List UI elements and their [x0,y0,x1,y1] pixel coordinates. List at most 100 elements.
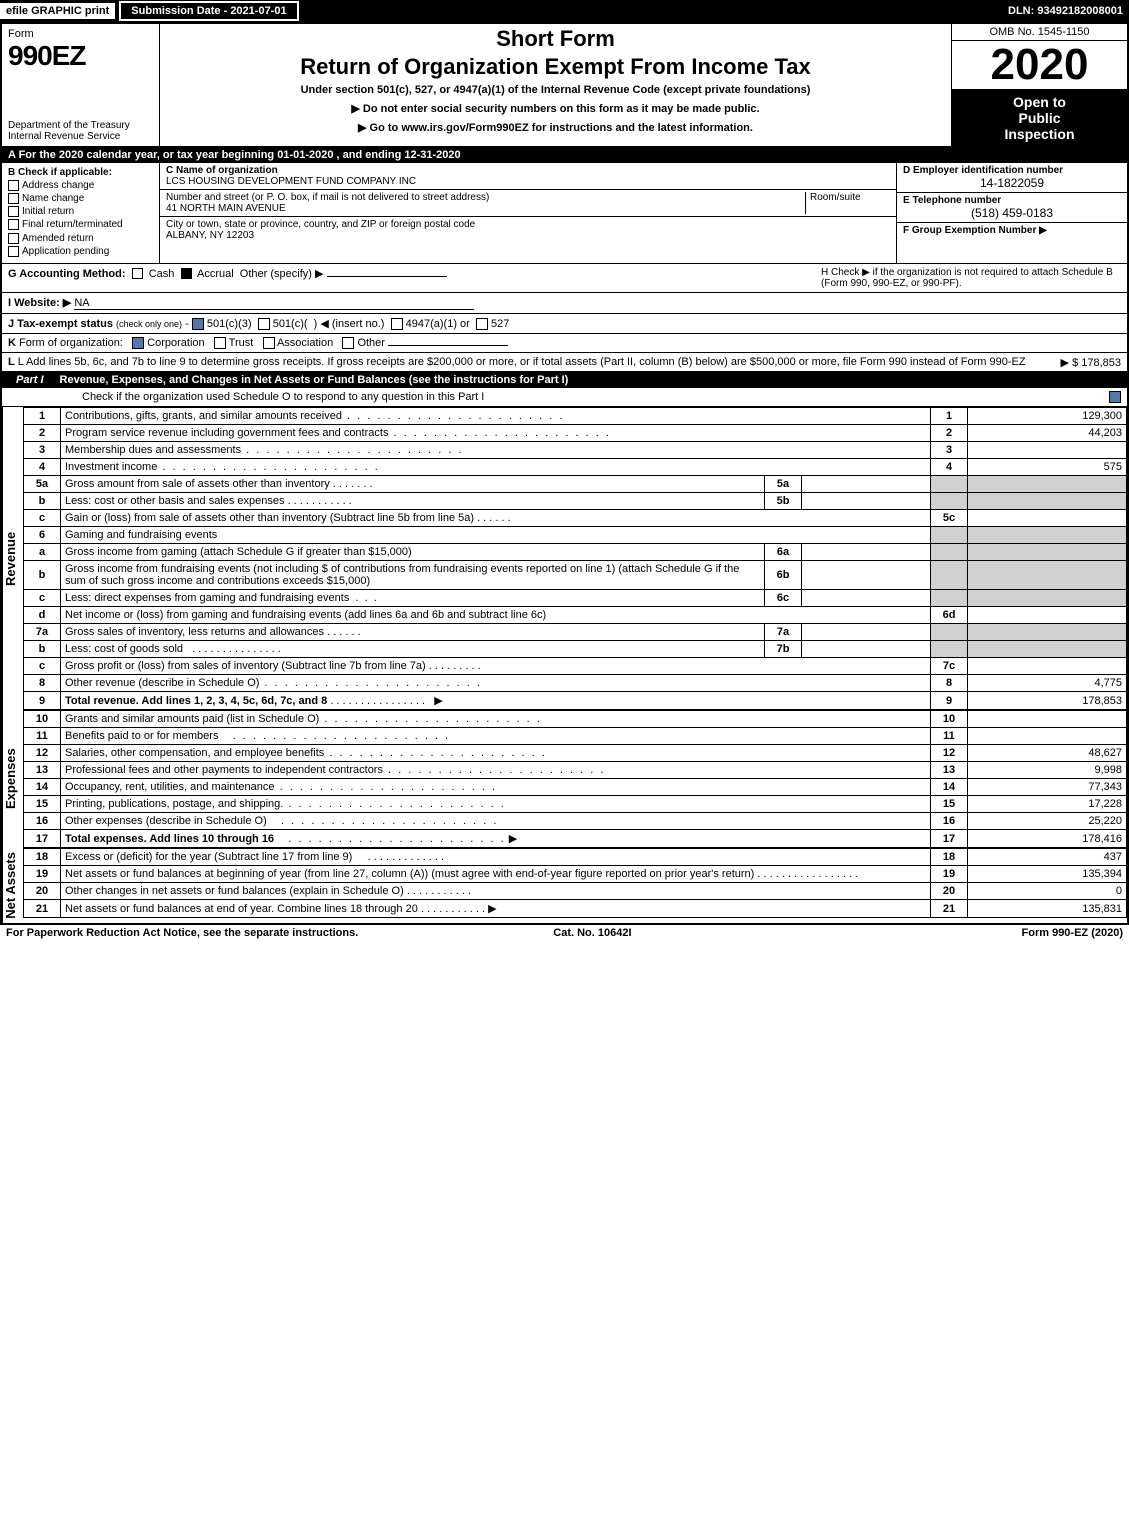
line-16-val: 25,220 [968,813,1127,830]
chk-name-change[interactable] [8,193,19,204]
dept-treasury: Department of the Treasury Internal Reve… [8,120,153,142]
line-1-rnum: 1 [931,408,968,425]
line-7c-val [968,658,1127,675]
line-19-val: 135,394 [968,866,1127,883]
line-7b-mval [802,641,931,658]
l-amount: ▶ $ 178,853 [1061,356,1121,369]
line-21-val: 135,831 [968,900,1127,918]
check-o-text: Check if the organization used Schedule … [82,391,484,403]
footer-form-ref: Form 990-EZ (2020) [1022,927,1123,939]
line-21-desc: Net assets or fund balances at end of ye… [65,903,418,915]
c-name-label: C Name of organization [166,165,278,176]
chk-amended-return[interactable] [8,233,19,244]
line-6a-num: a [24,544,61,561]
line-4-rnum: 4 [931,459,968,476]
line-7a-num: 7a [24,624,61,641]
d-ein-label: D Employer identification number [903,165,1063,176]
l-text: L Add lines 5b, 6c, and 7b to line 9 to … [18,356,1026,368]
row-j-tax-status: J Tax-exempt status (check only one) - 5… [2,314,1127,334]
header-left: Form 990EZ Department of the Treasury In… [2,24,160,146]
line-19-rnum: 19 [931,866,968,883]
chk-accrual[interactable] [181,268,192,279]
header-right: OMB No. 1545-1150 2020 Open to Public In… [951,24,1127,146]
line-14-desc: Occupancy, rent, utilities, and maintena… [65,781,275,793]
chk-501c3[interactable] [192,318,204,330]
expenses-side-label: Expenses [2,710,23,848]
c-street-label: Number and street (or P. O. box, if mail… [166,192,489,203]
line-3-val [968,442,1127,459]
line-5a-num: 5a [24,476,61,493]
line-7a-val [968,624,1127,641]
line-14-num: 14 [24,779,61,796]
line-7b-mini: 7b [765,641,802,658]
line-6a-val [968,544,1127,561]
org-name: LCS HOUSING DEVELOPMENT FUND COMPANY INC [166,176,416,187]
goto-instructions: ▶ Go to www.irs.gov/Form990EZ for instru… [166,121,945,134]
line-15-rnum: 15 [931,796,968,813]
line-18-desc: Excess or (deficit) for the year (Subtra… [65,851,352,863]
line-10-num: 10 [24,711,61,728]
line-6a-rnum [931,544,968,561]
line-6b-num: b [24,561,61,590]
line-15-val: 17,228 [968,796,1127,813]
line-5c-val [968,510,1127,527]
line-17-desc: Total expenses. Add lines 10 through 16 [65,833,274,845]
part-1-label: Part I [8,374,52,386]
revenue-section: Revenue 1Contributions, gifts, grants, a… [2,407,1127,710]
line-7b-num: b [24,641,61,658]
chk-trust[interactable] [214,337,226,349]
header-center: Short Form Return of Organization Exempt… [160,24,951,146]
line-6b-rnum [931,561,968,590]
net-assets-table: 18 Excess or (deficit) for the year (Subt… [23,848,1127,918]
line-6c-mval [802,590,931,607]
chk-501c[interactable] [258,318,270,330]
submission-date: Submission Date - 2021-07-01 [119,1,298,21]
chk-527[interactable] [476,318,488,330]
chk-address-change[interactable] [8,180,19,191]
footer-cat: Cat. No. 10642I [553,927,631,939]
line-15-num: 15 [24,796,61,813]
line-10-rnum: 10 [931,711,968,728]
goto-text: ▶ Go to www.irs.gov/Form990EZ for instru… [358,122,753,134]
phone-value: (518) 459-0183 [903,206,1121,220]
line-18-rnum: 18 [931,849,968,866]
net-assets-side-label: Net Assets [2,848,23,923]
chk-cash[interactable] [132,268,143,279]
line-6-desc: Gaming and fundraising events [61,527,931,544]
col-b-checkboxes: B Check if applicable: Address change Na… [2,163,160,263]
chk-corporation[interactable] [132,337,144,349]
line-9-num: 9 [24,692,61,710]
chk-other-org[interactable] [342,337,354,349]
line-6d-desc: Net income or (loss) from gaming and fun… [61,607,931,624]
chk-final-return[interactable] [8,219,19,230]
chk-application-pending[interactable] [8,246,19,257]
row-i-website: I Website: ▶ NA [2,293,1127,314]
line-14-val: 77,343 [968,779,1127,796]
line-5a-val [968,476,1127,493]
line-6c-mini: 6c [765,590,802,607]
chk-association[interactable] [263,337,275,349]
chk-initial-return[interactable] [8,206,19,217]
other-method-input[interactable] [327,276,447,277]
line-6b-desc: Gross income from fundraising events (no… [61,561,765,590]
other-org-input[interactable] [388,345,508,346]
line-12-desc: Salaries, other compensation, and employ… [65,747,324,759]
line-17-val: 178,416 [968,830,1127,848]
line-6c-rnum [931,590,968,607]
dept-line2: Internal Revenue Service [8,131,120,142]
line-3-desc: Membership dues and assessments [65,444,241,456]
lbl-application-pending: Application pending [22,246,109,257]
line-6a-desc: Gross income from gaming (attach Schedul… [61,544,765,561]
open-line3: Inspection [1004,126,1074,142]
line-12-val: 48,627 [968,745,1127,762]
omb-number: OMB No. 1545-1150 [952,24,1127,41]
room-suite-label: Room/suite [805,192,890,214]
dln-label: DLN: 93492182008001 [1008,5,1129,17]
line-16-rnum: 16 [931,813,968,830]
line-21-num: 21 [24,900,61,918]
efile-label: efile GRAPHIC print [0,3,115,19]
line-6d-num: d [24,607,61,624]
chk-schedule-o-used[interactable] [1109,391,1121,403]
line-6a-mini: 6a [765,544,802,561]
chk-4947[interactable] [391,318,403,330]
